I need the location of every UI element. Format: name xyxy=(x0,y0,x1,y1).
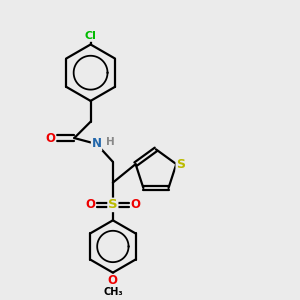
Text: S: S xyxy=(176,158,185,171)
Text: O: O xyxy=(85,198,95,212)
Text: Cl: Cl xyxy=(85,31,97,41)
Text: O: O xyxy=(131,198,141,212)
Text: S: S xyxy=(108,198,118,212)
Text: O: O xyxy=(46,131,56,145)
Text: O: O xyxy=(108,274,118,287)
Text: N: N xyxy=(92,137,101,151)
Text: H: H xyxy=(106,137,115,147)
Text: CH₃: CH₃ xyxy=(103,287,123,297)
